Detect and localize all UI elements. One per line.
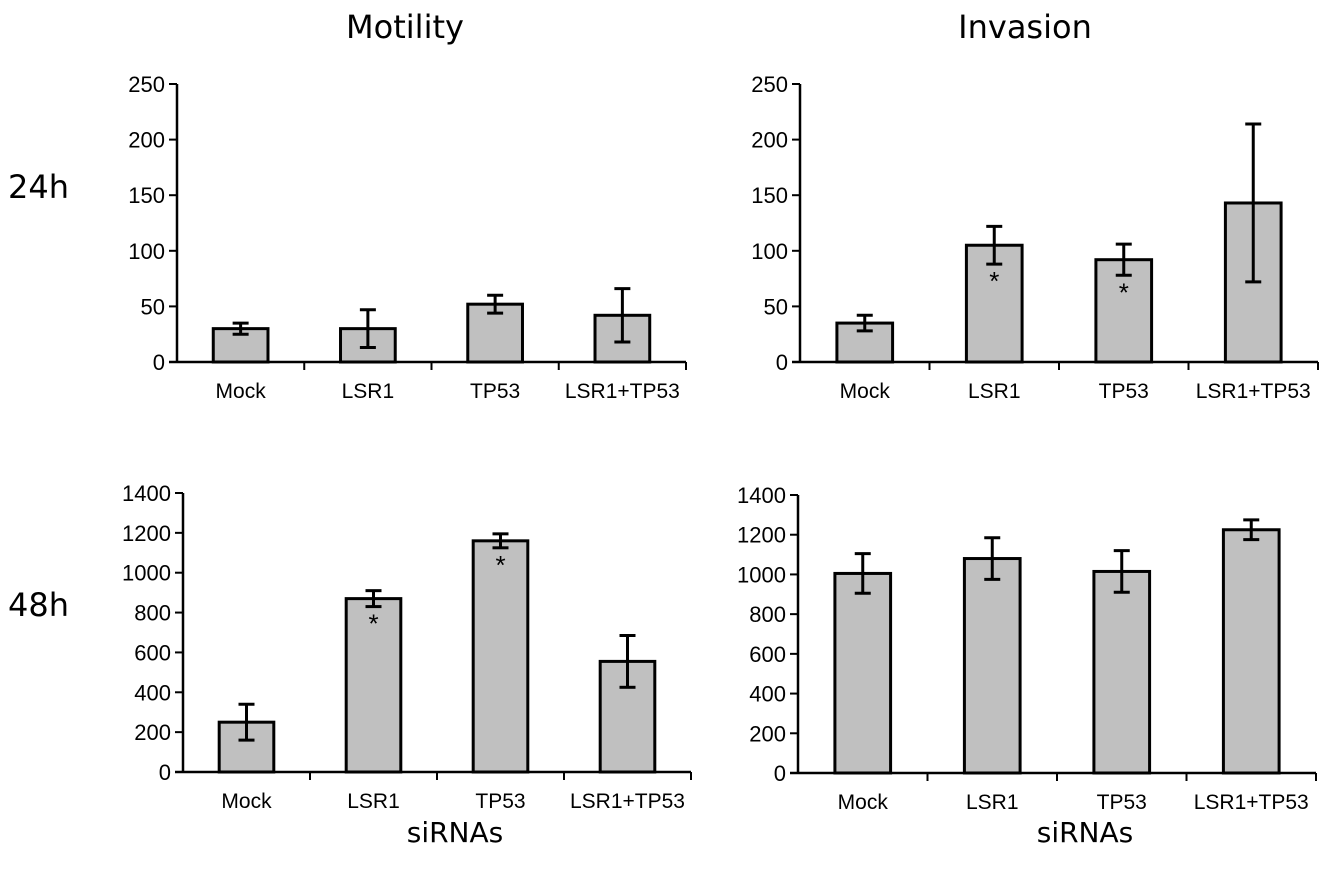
column-title-motility: Motility xyxy=(346,8,464,46)
y-tick-label: 250 xyxy=(128,72,165,97)
x-tick-label: Mock xyxy=(838,791,889,814)
bar-lsr1 xyxy=(344,597,403,774)
x-tick-label: TP53 xyxy=(1099,380,1149,403)
x-tick-label: Mock xyxy=(840,380,891,403)
x-tick-label: LSR1+TP53 xyxy=(1196,380,1311,403)
y-tick-label: 1200 xyxy=(737,523,786,548)
y-tick-label: 150 xyxy=(751,183,788,208)
bar-tp53 xyxy=(471,539,530,774)
significance-marker: * xyxy=(989,266,999,296)
y-tick-label: 0 xyxy=(153,350,165,375)
y-tick-label: 200 xyxy=(134,720,171,745)
x-tick-label: Mock xyxy=(216,380,267,403)
x-tick-label: LSR1+TP53 xyxy=(565,380,680,403)
y-tick-label: 600 xyxy=(134,640,171,665)
x-tick-label: TP53 xyxy=(475,790,525,813)
x-tick-label: LSR1 xyxy=(347,790,400,813)
y-tick-label: 50 xyxy=(764,294,788,319)
y-tick-label: 0 xyxy=(774,761,786,786)
y-tick-label: 0 xyxy=(776,350,788,375)
x-tick-label: TP53 xyxy=(1097,791,1147,814)
bar-lsr1 xyxy=(962,557,1022,775)
row-label-48h: 48h xyxy=(8,586,69,624)
y-tick-label: 200 xyxy=(749,721,786,746)
x-axis-label-motility: siRNAs xyxy=(406,816,504,849)
x-tick-label: Mock xyxy=(221,790,272,813)
y-tick-label: 600 xyxy=(749,642,786,667)
x-tick-label: TP53 xyxy=(470,380,520,403)
y-tick-label: 1000 xyxy=(737,562,786,587)
y-tick-label: 50 xyxy=(141,294,165,319)
y-tick-label: 100 xyxy=(128,239,165,264)
bar-tp53 xyxy=(1092,569,1152,775)
x-axis-label-invasion: siRNAs xyxy=(1036,816,1134,849)
y-tick-label: 1200 xyxy=(122,521,171,546)
significance-marker: * xyxy=(1119,277,1129,307)
x-tick-label: LSR1 xyxy=(968,380,1021,403)
y-tick-label: 100 xyxy=(751,239,788,264)
x-tick-label: LSR1+TP53 xyxy=(1194,791,1309,814)
y-tick-label: 1400 xyxy=(122,481,171,506)
bar-mock xyxy=(833,571,893,775)
y-tick-label: 150 xyxy=(128,183,165,208)
row-label-24h: 24h xyxy=(8,168,69,206)
y-tick-label: 800 xyxy=(749,602,786,627)
x-tick-label: LSR1+TP53 xyxy=(570,790,685,813)
y-tick-label: 400 xyxy=(134,680,171,705)
y-tick-label: 1000 xyxy=(122,561,171,586)
y-tick-label: 250 xyxy=(751,72,788,97)
x-tick-label: LSR1 xyxy=(966,791,1019,814)
bar-lsr1-tp53 xyxy=(1221,528,1281,775)
y-tick-label: 0 xyxy=(159,760,171,785)
y-tick-label: 1400 xyxy=(737,483,786,508)
significance-marker: * xyxy=(368,609,378,639)
y-tick-label: 400 xyxy=(749,682,786,707)
significance-marker: * xyxy=(495,550,505,580)
column-title-invasion: Invasion xyxy=(958,8,1092,46)
y-tick-label: 200 xyxy=(128,128,165,153)
y-tick-label: 200 xyxy=(751,128,788,153)
y-tick-label: 800 xyxy=(134,601,171,626)
x-tick-label: LSR1 xyxy=(342,380,395,403)
